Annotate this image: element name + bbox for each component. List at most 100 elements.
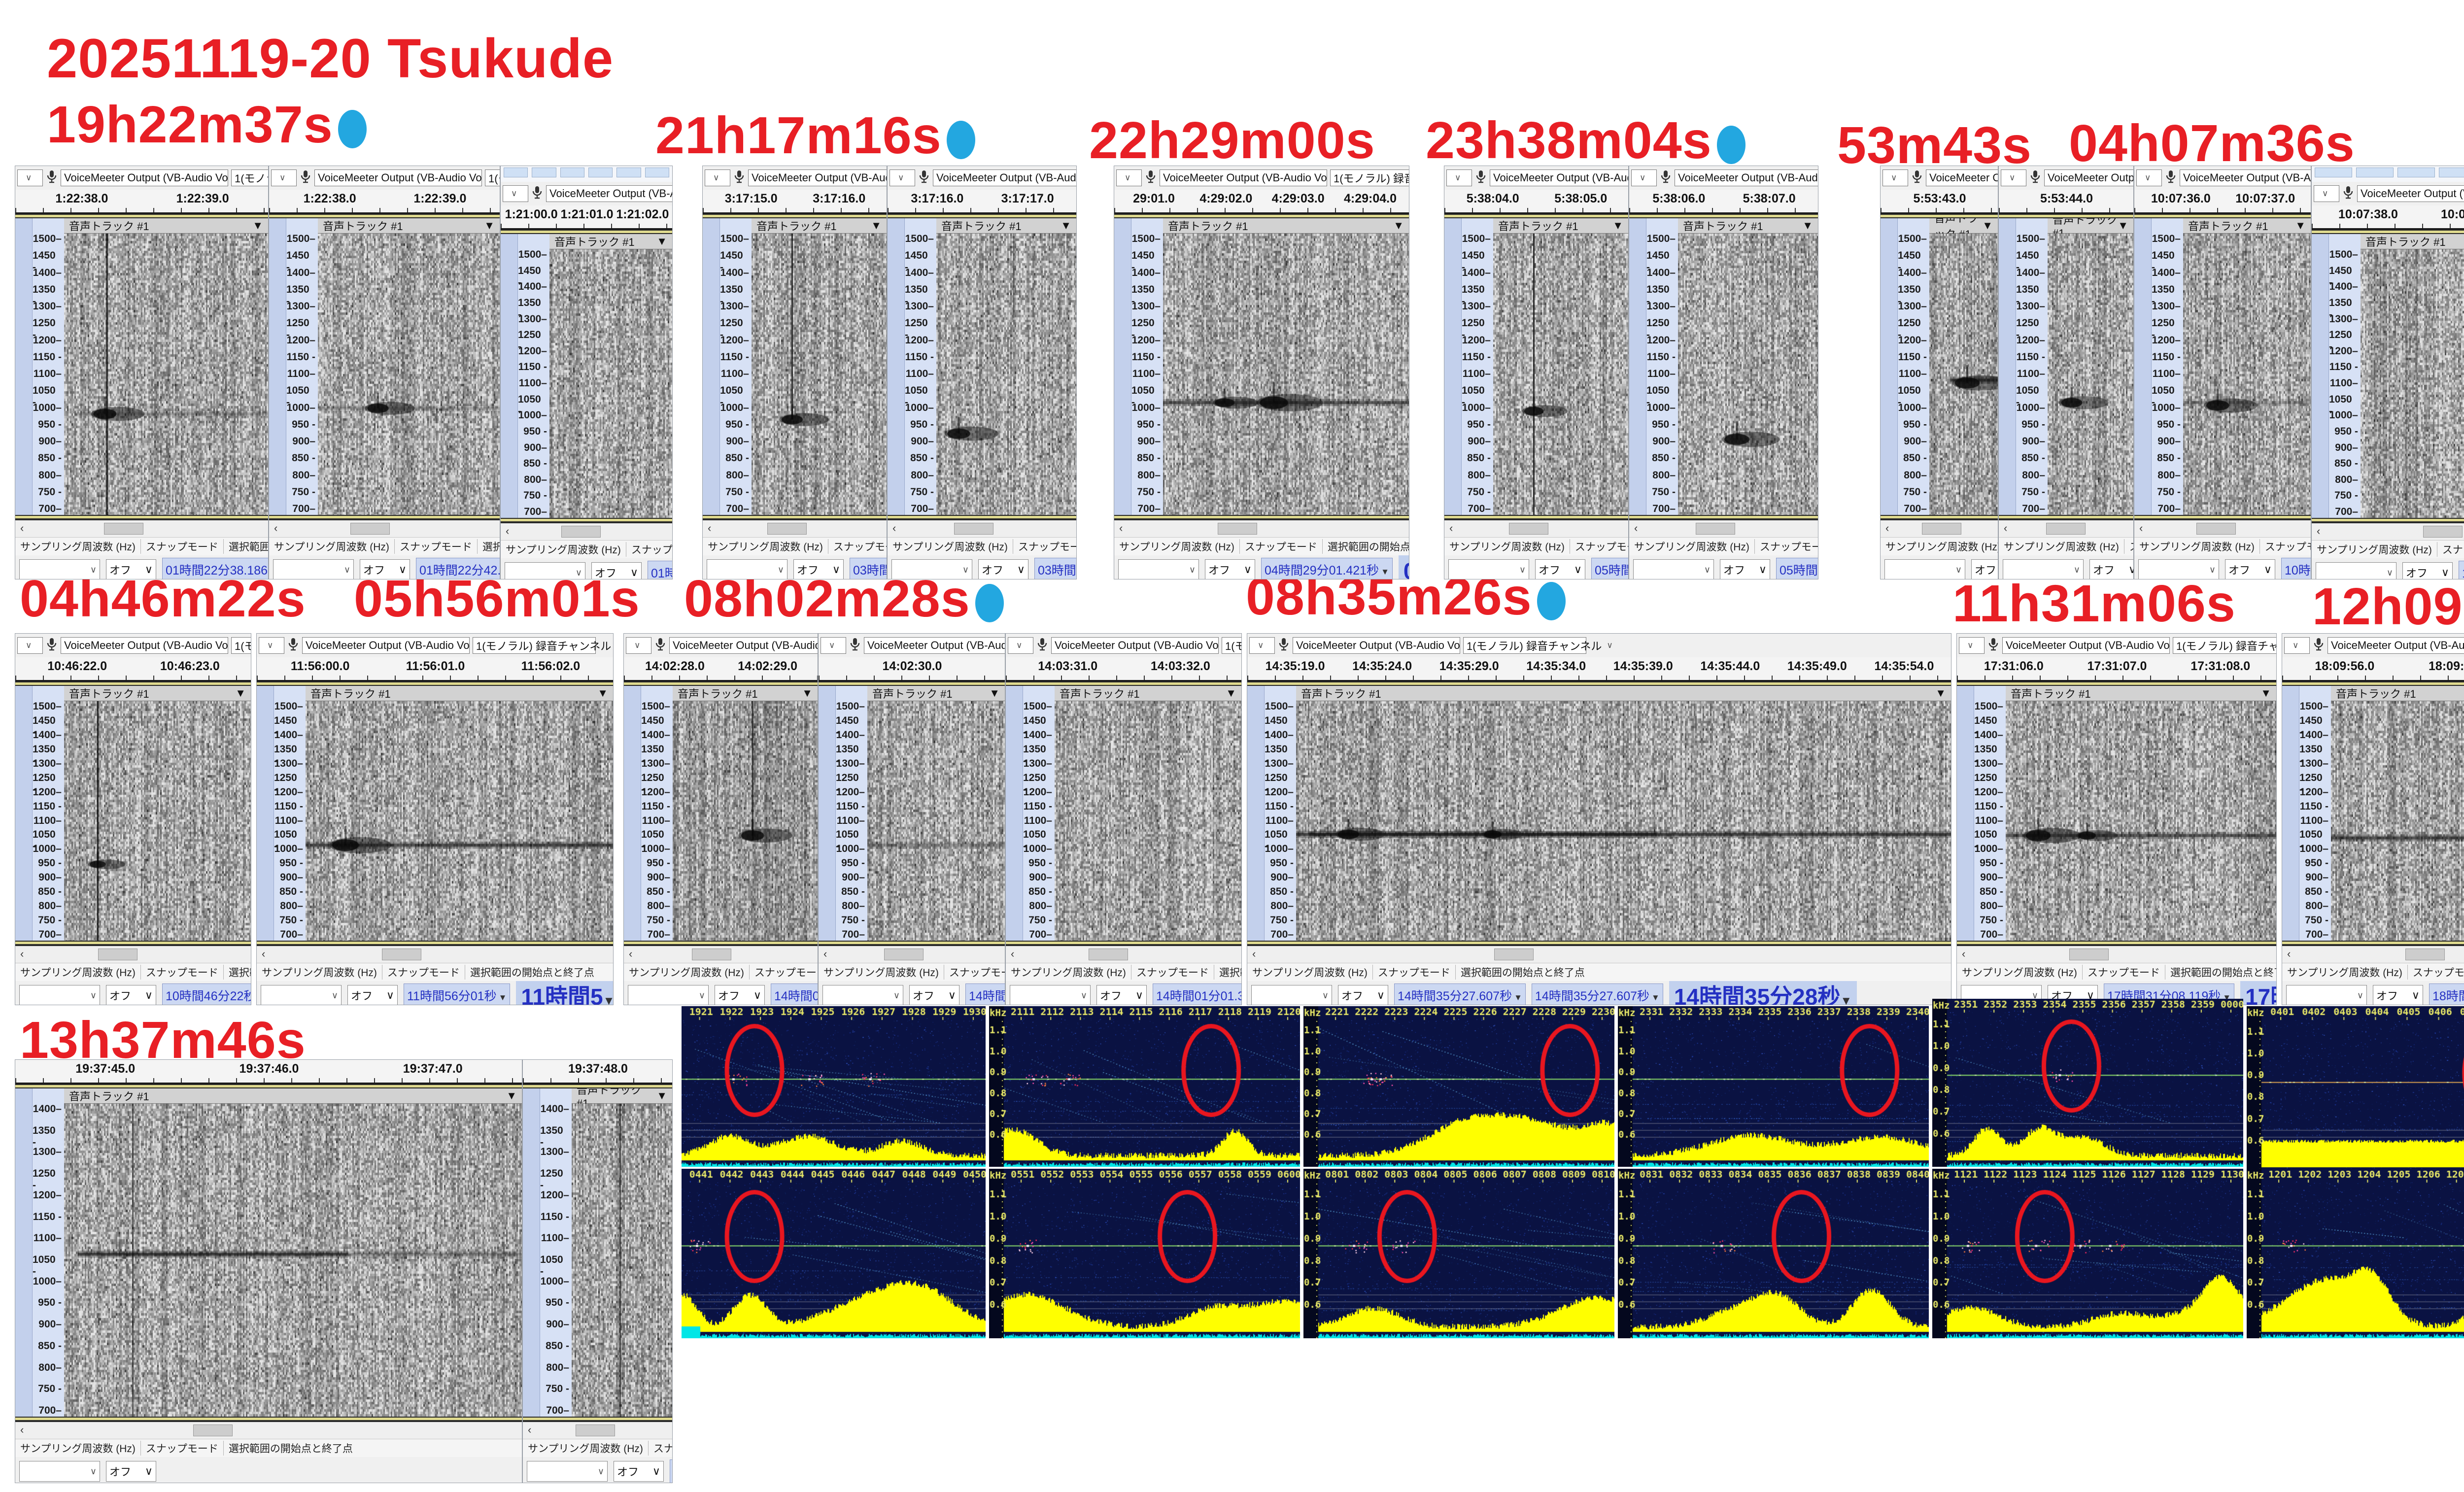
horizontal-scrollbar[interactable]: ‹ [15,519,268,537]
sampling-rate-dropdown[interactable]: ∨ [1251,985,1332,1005]
input-device-dropdown[interactable]: VoiceMeeter Output (VB-Audio Vo∨ [61,637,239,654]
record-channel-dropdown[interactable]: 1(モノラル) 録音チャンネル∨ [1330,170,1409,186]
input-device-dropdown[interactable]: VoiceMeeter Output (VB-Audio Vo∨ [1051,637,1230,654]
scrollbar-thumb[interactable] [381,949,421,960]
sampling-rate-dropdown[interactable]: ∨ [628,985,709,1005]
selection-time-field[interactable]: 03時間17分16秒▼ [850,558,887,579]
track-header[interactable]: 音声トラック #1▼ [318,218,500,234]
scrollbar-thumb[interactable] [1494,949,1534,960]
horizontal-scrollbar[interactable]: ‹ [2134,519,2311,537]
timeline-ruler[interactable]: 14:35:19.0 14:35:24.0 14:35:29.0 14:35:34.0… [1247,657,1951,681]
input-device-dropdown[interactable]: VoiceMeeter Output (VB-Audio Vo∨ [2327,637,2464,654]
horizontal-scrollbar[interactable]: ‹ [523,1421,672,1439]
scroll-left-icon[interactable]: ‹ [274,522,278,534]
toolbar-button[interactable] [645,168,669,177]
track-menu-caret-icon[interactable]: ▼ [656,1089,667,1102]
preset-dropdown[interactable]: ∨ [259,637,284,654]
sampling-rate-dropdown[interactable]: ∨ [1633,559,1714,579]
timeline-ruler[interactable]: 3:17:15.0 3:17:16.0 [703,190,887,214]
sampling-rate-dropdown[interactable]: ∨ [261,985,342,1005]
snap-mode-dropdown[interactable]: オフ∨ [106,985,156,1005]
preset-dropdown[interactable]: ∨ [1116,170,1142,186]
snap-mode-dropdown[interactable]: オフ∨ [1338,985,1388,1005]
track-header[interactable]: 音声トラック #1▼ [1296,686,1951,701]
timeline-ruler[interactable]: 10:46:22.0 10:46:23.0 [15,657,251,681]
input-device-dropdown[interactable]: VoiceMeeter Output (VB-Audio Vo∨ [2002,637,2181,654]
selection-duration-display[interactable]: 17時▼ [2240,981,2276,1005]
scrollbar-thumb[interactable] [954,523,993,535]
horizontal-scrollbar[interactable]: ‹ [269,519,500,537]
sampling-rate-dropdown[interactable]: ∨ [1118,559,1199,579]
snap-mode-dropdown[interactable]: オフ∨ [1971,559,1998,579]
selection-time-field[interactable]: 10時間07分38秒▼ [2459,561,2464,579]
toolbar-button[interactable] [560,168,584,177]
selection-time-field[interactable]: 14時間02分28秒▼ [771,983,818,1005]
timeline-ruler[interactable]: 19:37:48.0 [523,1060,672,1084]
snap-mode-dropdown[interactable]: オフ∨ [978,559,1028,579]
scrollbar-thumb[interactable] [2046,523,2086,535]
horizontal-scrollbar[interactable]: ‹ [257,945,613,963]
spectrogram-canvas[interactable] [867,701,1005,941]
selection-time-field[interactable]: 05時間38分05.568秒▼ [1591,558,1628,579]
sampling-rate-dropdown[interactable]: ∨ [1448,559,1529,579]
scrollbar-thumb[interactable] [1089,949,1128,960]
scroll-left-icon[interactable]: ‹ [2139,522,2143,534]
track-header[interactable]: 音声トラック #1▼ [64,1088,522,1104]
track-menu-caret-icon[interactable]: ▼ [252,219,263,232]
input-device-dropdown[interactable]: VoiceMeeter Output (VB-Audio Vo∨ [2044,170,2133,186]
input-device-dropdown[interactable]: VoiceMeeter Output (VB-Audio Vo∨ [1926,170,1998,186]
preset-dropdown[interactable]: ∨ [2136,170,2162,186]
track-header[interactable]: 音声トラック #1▼ [2331,686,2464,701]
horizontal-scrollbar[interactable]: ‹ [1881,519,1998,537]
input-device-dropdown[interactable]: VoiceMeeter Output (VB-Audio Vo∨ [1490,170,1628,186]
selection-time-field[interactable]: 03時間17分17秒▼ [1034,558,1076,579]
track-header[interactable]: 音声トラック #1▼ [2048,218,2133,239]
timeline-ruler[interactable]: 1:22:38.0 1:22:39.0 [269,190,500,214]
horizontal-scrollbar[interactable]: ‹ [1999,519,2133,537]
horizontal-scrollbar[interactable]: ‹ [1444,519,1628,537]
spectrogram-canvas[interactable] [2331,701,2464,941]
sampling-rate-dropdown[interactable]: ∨ [527,1461,608,1482]
timeline-ruler[interactable]: 11:56:00.0 11:56:01.0 11:56:02.0 [257,657,613,681]
horizontal-scrollbar[interactable]: ‹ [15,1421,522,1439]
timeline-ruler[interactable]: 10:07:36.0 10:07:37.0 [2134,190,2311,214]
timeline-ruler[interactable]: 3:17:16.0 3:17:17.0 [888,190,1076,214]
selection-time-field[interactable]: 11時間56分01秒 ▼ [404,983,511,1005]
scroll-left-icon[interactable]: ‹ [1011,948,1015,960]
record-channel-dropdown[interactable]: 1(モノラル) 録音チャンネル∨ [2173,637,2276,654]
horizontal-scrollbar[interactable]: ‹ [501,522,672,540]
snap-mode-dropdown[interactable]: オフ∨ [1205,559,1255,579]
preset-dropdown[interactable]: ∨ [17,637,43,654]
preset-dropdown[interactable]: ∨ [1959,637,1985,654]
track-menu-caret-icon[interactable]: ▼ [989,687,1000,699]
spectrogram-canvas[interactable] [1678,234,1818,515]
track-menu-caret-icon[interactable]: ▼ [871,219,882,232]
spectrogram-canvas[interactable] [2006,701,2276,941]
preset-dropdown[interactable]: ∨ [2314,185,2339,202]
scroll-left-icon[interactable]: ‹ [2004,522,2008,534]
snap-mode-dropdown[interactable]: オフ∨ [1720,559,1770,579]
track-menu-caret-icon[interactable]: ▼ [2295,219,2306,232]
spectrogram-canvas[interactable] [1296,701,1951,941]
selection-time-field[interactable]: 10時間46分22秒▼ [162,983,251,1005]
input-device-dropdown[interactable]: VoiceMeeter Output (VB-Audio Vo∨ [2180,170,2311,186]
sampling-rate-dropdown[interactable]: ∨ [1010,985,1091,1005]
track-header[interactable]: 音声トラック #1▼ [1055,686,1241,701]
track-header[interactable]: 音声トラック #1▼ [936,218,1076,234]
input-device-dropdown[interactable]: VoiceMeeter Output (VB-Audio Vo∨ [1293,637,1471,654]
toolbar-button[interactable] [588,168,613,177]
scrollbar-thumb[interactable] [2069,949,2109,960]
sampling-rate-dropdown[interactable]: ∨ [19,1461,100,1482]
track-header[interactable]: 音声トラック #1▼ [572,1088,672,1110]
track-menu-caret-icon[interactable]: ▼ [656,235,667,247]
sampling-rate-dropdown[interactable]: ∨ [19,985,100,1005]
snap-mode-dropdown[interactable]: オフ∨ [1096,985,1147,1005]
scroll-left-icon[interactable]: ‹ [506,525,510,537]
scrollbar-thumb[interactable] [2196,523,2236,535]
track-menu-caret-icon[interactable]: ▼ [235,687,246,699]
scroll-left-icon[interactable]: ‹ [1962,948,1966,960]
record-channel-dropdown[interactable]: 1(モノラル) 録音チャンネル∨ [1222,637,1241,654]
track-menu-caret-icon[interactable]: ▼ [1802,219,1813,232]
horizontal-scrollbar[interactable]: ‹ [2282,945,2464,963]
spectrogram-canvas[interactable] [752,234,887,515]
